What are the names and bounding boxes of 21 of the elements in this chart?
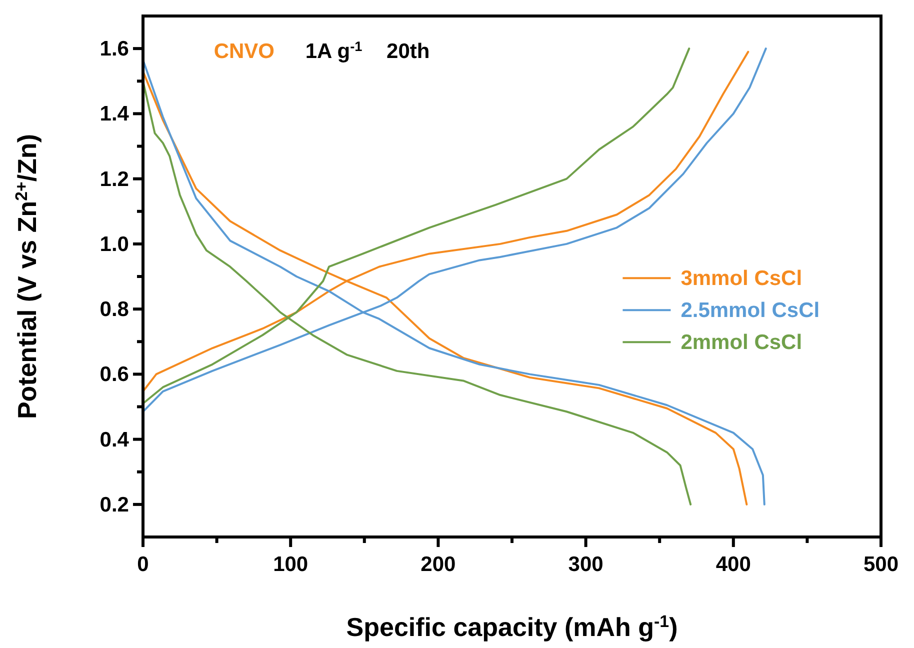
annotation: 20th: [386, 40, 430, 63]
x-tick-label: 0: [137, 553, 149, 576]
y-tick-label: 1.0: [100, 232, 129, 256]
y-tick-label: 1.4: [100, 102, 130, 126]
y-tick-label: 0.6: [100, 363, 129, 386]
legend-label: 2.5mmol CsCl: [680, 299, 820, 322]
legend-label: 3mmol CsCl: [680, 267, 802, 290]
x-tick-label: 200: [420, 553, 456, 576]
x-tick-label: 300: [568, 553, 604, 576]
annotation: CNVO: [214, 40, 275, 63]
legend-label: 2mmol CsCl: [680, 331, 802, 354]
x-tick-label: 100: [273, 553, 308, 576]
y-tick-label: 1.2: [100, 168, 129, 191]
x-axis-title: Specific capacity (mAh g$^{-1}$): [346, 612, 678, 642]
x-tick-label: 500: [863, 553, 899, 576]
y-tick-label: 1.6: [100, 38, 129, 61]
y-tick-label: 0.8: [100, 298, 130, 322]
annotation: 1A g$^{-1}$: [305, 38, 363, 63]
y-tick-label: 0.4: [100, 428, 130, 452]
x-tick-label: 400: [716, 553, 751, 576]
y-tick-label: 0.2: [100, 493, 129, 516]
